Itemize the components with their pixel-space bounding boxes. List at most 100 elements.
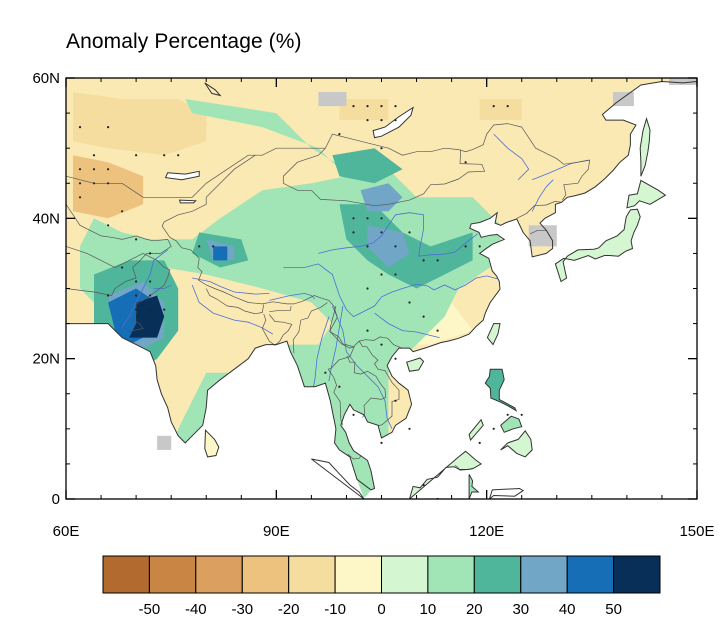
significance-dot <box>436 259 439 262</box>
colorbar-swatch <box>473 555 522 594</box>
significance-dot <box>478 441 481 444</box>
island-outline <box>406 357 425 372</box>
country-border <box>292 302 328 354</box>
significance-dot <box>380 231 383 234</box>
significance-dot <box>408 301 411 304</box>
significance-dot <box>478 245 481 248</box>
colorbar-swatch <box>427 555 475 594</box>
lake-outline <box>178 199 197 204</box>
island-outline <box>626 179 667 209</box>
island-outline <box>486 323 501 346</box>
river-line <box>121 249 168 328</box>
colorbar-label: -20 <box>278 601 300 618</box>
colorbar-swatch <box>148 555 197 594</box>
anomaly-region <box>332 148 403 184</box>
island-outline <box>204 82 222 97</box>
colorbar-label: -10 <box>324 601 346 618</box>
border-layer <box>66 123 591 471</box>
island-outline <box>639 116 651 177</box>
lake-outline <box>372 106 414 139</box>
significance-dot <box>135 308 138 311</box>
significance-dot <box>135 280 138 283</box>
colorbar-swatch <box>334 555 383 594</box>
colorbar-swatch <box>381 555 429 594</box>
significance-dot <box>78 182 82 185</box>
country-border <box>282 147 486 207</box>
country-border <box>329 305 355 349</box>
island-outline <box>484 368 518 412</box>
significance-dot <box>492 105 495 108</box>
significance-dot <box>436 329 439 332</box>
island-outline <box>500 430 533 458</box>
colorbar-swatch <box>102 555 150 594</box>
colorbar-label: 30 <box>512 601 529 618</box>
ocean-mask-west <box>66 323 364 499</box>
significance-dot <box>78 168 82 171</box>
river-line <box>493 133 530 180</box>
colorbar: -50 -40 -30 -20 -10 0 10 20 30 40 50 <box>102 555 661 618</box>
anomaly-region <box>129 295 165 338</box>
anomaly-region <box>360 183 403 212</box>
significance-dot <box>135 154 138 157</box>
colorbar-label: 20 <box>466 601 483 618</box>
axis-labels: 60E 90E 120E 150E 0 20N 40N 60N <box>32 70 714 540</box>
island-fill <box>204 430 219 457</box>
x-tick-label: 150E <box>679 523 714 540</box>
significance-dot <box>394 399 397 402</box>
y-tick-label: 40N <box>32 210 60 227</box>
country-border <box>347 453 362 460</box>
significance-dot <box>163 154 166 157</box>
significance-dot <box>422 315 425 318</box>
y-tick-label: 60N <box>32 70 60 87</box>
significance-dot <box>92 154 96 157</box>
significance-dot <box>198 245 201 248</box>
significance-stipple-layer <box>78 105 523 499</box>
missing-data-layer <box>157 78 697 450</box>
significance-dot <box>352 231 355 234</box>
y-tick-label: 0 <box>52 491 60 508</box>
colorbar-swatch <box>241 555 290 594</box>
y-tick-label: 20N <box>32 351 60 368</box>
island-fill <box>500 430 533 457</box>
significance-dot <box>366 245 369 248</box>
significance-dot <box>149 280 152 283</box>
country-border <box>66 123 591 201</box>
x-tick-label: 120E <box>469 523 504 540</box>
significance-dot <box>107 168 110 171</box>
island-outline <box>488 487 525 499</box>
river-line <box>318 212 478 257</box>
coastline-layer <box>66 78 697 491</box>
missing-data-cell <box>528 225 557 247</box>
anomaly-region <box>479 99 522 121</box>
island-outline <box>468 418 484 442</box>
significance-dot <box>394 357 397 360</box>
lake-outline <box>164 170 200 181</box>
significance-dot <box>506 413 509 416</box>
river-line <box>328 305 344 382</box>
island-fill <box>485 369 517 411</box>
colorbar-swatch <box>613 555 661 594</box>
significance-dot <box>492 427 495 430</box>
missing-data-cell <box>157 435 172 450</box>
significance-dot <box>366 287 369 290</box>
country-border <box>66 204 172 296</box>
significance-dot <box>380 343 383 346</box>
significance-dot <box>394 105 397 108</box>
colorbar-swatch <box>520 555 568 594</box>
significance-dot <box>464 161 467 164</box>
significance-dot <box>121 210 124 213</box>
country-border <box>529 229 547 235</box>
island-outline <box>554 208 641 283</box>
colorbar-label: 50 <box>605 601 622 618</box>
map-plot-area <box>66 78 697 499</box>
missing-data-cell <box>669 78 697 85</box>
island-fill <box>409 451 482 499</box>
significance-dot <box>408 231 411 234</box>
significance-dot <box>422 259 425 262</box>
significance-dot <box>366 329 369 332</box>
island-outline <box>500 415 523 433</box>
island-fill <box>487 323 500 345</box>
colorbar-label: -30 <box>231 601 253 618</box>
river-line <box>153 284 172 289</box>
